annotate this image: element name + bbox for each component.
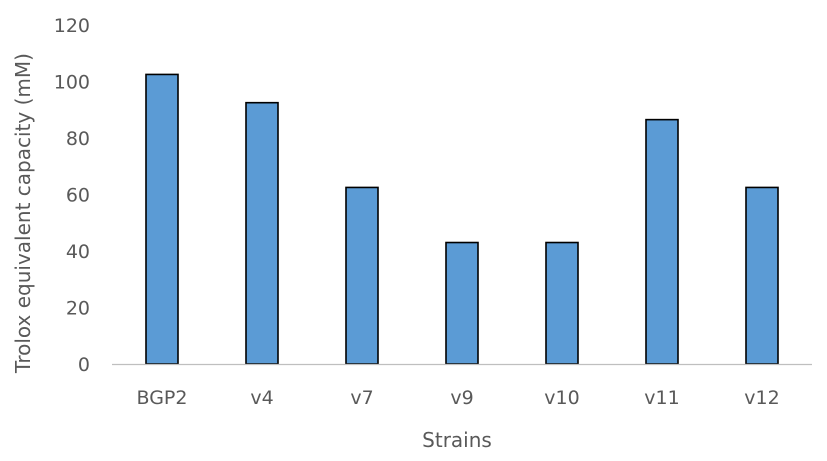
x-tick-label: v7 [350,387,373,409]
y-axis-label: Trolox equivalent capacity (mM) [11,53,35,374]
y-tick-label: 60 [66,185,90,207]
x-tick-label: v12 [744,387,779,409]
y-tick-label: 120 [54,15,90,37]
x-tick-label: BGP2 [137,387,188,409]
x-tick-label: v4 [250,387,273,409]
x-tick-label: v11 [644,387,679,409]
x-axis-label: Strains [422,428,492,452]
bar-bgp2 [145,73,179,365]
bar-v4 [245,101,279,365]
y-tick-label: 40 [66,241,90,263]
bar-v7 [345,186,379,365]
bar-v11 [645,118,679,365]
y-tick-label: 100 [54,72,90,94]
bar-v12 [745,186,779,365]
bar-series [145,73,779,365]
y-axis-ticks: 0 20 40 60 80 100 120 [54,15,90,376]
y-tick-label: 0 [78,354,90,376]
x-tick-label: v10 [544,387,579,409]
x-axis-ticks: BGP2 v4 v7 v9 v10 v11 v12 [137,387,780,409]
y-tick-label: 20 [66,298,90,320]
x-tick-label: v9 [450,387,473,409]
bar-v9 [445,241,479,365]
bar-v10 [545,241,579,365]
y-tick-label: 80 [66,128,90,150]
